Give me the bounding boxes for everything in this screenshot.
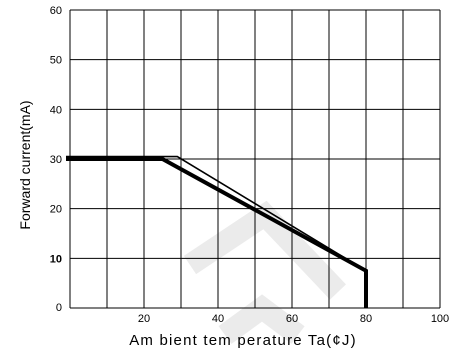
y-tick-label: 40 [50,104,62,116]
x-tick-label: 40 [212,313,224,325]
x-tick-label: 20 [138,313,150,325]
x-tick-labels: 20 40 60 80 100 [138,313,449,325]
y-tick-label: 50 [50,55,62,67]
x-axis-title: Am bient tem perature Ta(¢J) [129,332,357,349]
x-tick-label: 60 [286,313,298,325]
y-tick-label: 60 [50,5,62,17]
y-axis-title: Forward current(mA) [17,100,33,229]
series-line-1 [66,157,368,308]
series-line-2 [66,155,367,272]
x-tick-label: 80 [360,313,372,325]
watermark-stroke-1 [183,200,346,300]
y-tick-labels: 0 10 20 30 40 50 60 [50,5,62,314]
y-tick-label: 0 [56,302,62,314]
y-tick-label: 10 [50,253,62,265]
x-tick-label: 100 [431,313,449,325]
y-tick-label: 30 [50,154,62,166]
series-group [66,155,368,308]
y-tick-label: 20 [50,204,62,216]
